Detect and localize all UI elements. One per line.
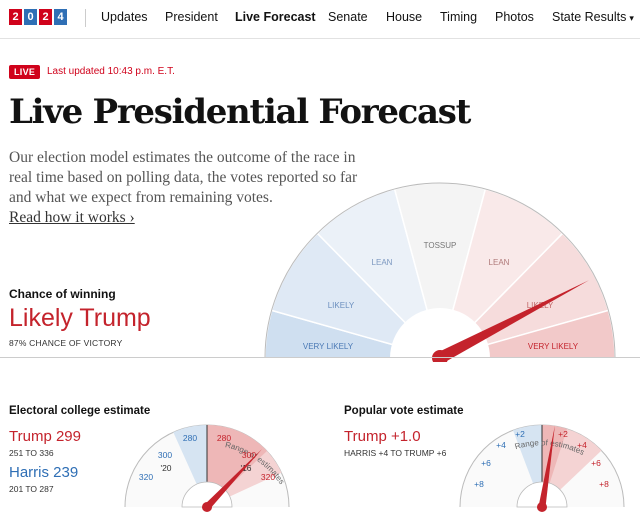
- electoral-tick-280-harris: 280: [183, 433, 197, 443]
- electoral-title: Electoral college estimate: [9, 405, 151, 417]
- electoral-tick-300-harris: 300: [158, 450, 172, 460]
- popular-trump: Trump +1.0: [344, 428, 421, 445]
- electoral-tick-280-trump: 280: [217, 433, 231, 443]
- electoral-trump-range: 251 TO 336: [9, 448, 54, 458]
- electoral-harris: Harris 239: [9, 464, 79, 481]
- nav-photos[interactable]: Photos: [495, 10, 534, 24]
- gauge-outline: [264, 182, 616, 359]
- last-updated: Last updated 10:43 p.m. E.T.: [47, 66, 175, 77]
- election-2024-logo[interactable]: 2 0 2 4: [9, 9, 67, 25]
- nav-divider: [85, 9, 86, 27]
- nav-senate[interactable]: Senate: [328, 10, 368, 24]
- chance-value: Likely Trump: [9, 304, 151, 332]
- popular-tick-trump-4: +4: [577, 440, 587, 450]
- nav-updates[interactable]: Updates: [101, 10, 148, 24]
- popular-tick-harris-2: +2: [515, 429, 525, 439]
- gauge-label-harris-likely: LIKELY: [328, 301, 355, 310]
- chance-gauge: VERY LIKELY LIKELY LEAN TOSSUP LEAN LIKE…: [264, 182, 616, 362]
- electoral-tick-300-trump: 300: [242, 450, 256, 460]
- gauge-label-harris-lean: LEAN: [372, 258, 393, 267]
- popular-gauge: Range of estimates +8 +6 +4 +2 +2 +4 +6 …: [459, 424, 625, 512]
- electoral-mark-2016: '16: [240, 463, 251, 473]
- electoral-tick-320-trump: 320: [261, 472, 275, 482]
- popular-tick-trump-8: +8: [599, 479, 609, 489]
- nav-president[interactable]: President: [165, 10, 218, 24]
- electoral-gauge: Range of estimates 320 300 280 280 300 3…: [124, 424, 290, 512]
- popular-tick-harris-8: +8: [474, 479, 484, 489]
- gauge-needle-hub: [432, 350, 448, 362]
- gauge-needle: [437, 280, 589, 362]
- nav-state-results[interactable]: State Results ▾: [552, 10, 634, 24]
- popular-range: HARRIS +4 TO TRUMP +6: [344, 448, 447, 458]
- gauge-label-trump-very-likely: VERY LIKELY: [528, 342, 579, 351]
- nav-house[interactable]: House: [386, 10, 423, 24]
- gauge-label-trump-lean: LEAN: [489, 258, 510, 267]
- electoral-needle-hub: [202, 502, 212, 512]
- live-badge: LIVE: [9, 65, 41, 79]
- intro-text: Our election model estimates the outcome…: [9, 149, 358, 206]
- gauge-label-tossup: TOSSUP: [424, 241, 457, 250]
- popular-title: Popular vote estimate: [344, 405, 464, 417]
- top-nav: 2 0 2 4 Updates President Live Forecast …: [0, 0, 640, 39]
- chance-label: Chance of winning: [9, 287, 116, 301]
- logo-digit: 2: [39, 9, 52, 25]
- popular-tick-trump-2: +2: [558, 429, 568, 439]
- read-how-it-works-link[interactable]: Read how it works ›: [9, 209, 135, 226]
- popular-tick-harris-6: +6: [481, 458, 491, 468]
- chevron-down-icon: ▾: [629, 13, 634, 23]
- logo-digit: 2: [9, 9, 22, 25]
- nav-timing[interactable]: Timing: [440, 10, 478, 24]
- gauge-label-harris-very-likely: VERY LIKELY: [303, 342, 354, 351]
- electoral-trump: Trump 299: [9, 428, 81, 445]
- electoral-gauge-hub: [181, 481, 233, 508]
- electoral-needle: [204, 448, 263, 510]
- electoral-mark-2020: '20: [160, 463, 171, 473]
- chance-sub: 87% CHANCE OF VICTORY: [9, 338, 123, 348]
- popular-needle: [538, 426, 555, 508]
- section-divider: [0, 357, 640, 358]
- nav-state-results-label: State Results: [552, 10, 627, 24]
- popular-tick-harris-4: +4: [496, 440, 506, 450]
- nav-live-forecast[interactable]: Live Forecast: [235, 10, 316, 24]
- electoral-harris-range: 201 TO 287: [9, 484, 54, 494]
- page-title: Live Presidential Forecast: [9, 92, 471, 132]
- logo-digit: 4: [54, 9, 67, 25]
- electoral-tick-320-harris: 320: [139, 472, 153, 482]
- popular-tick-trump-6: +6: [591, 458, 601, 468]
- popular-needle-hub: [537, 502, 547, 512]
- logo-digit: 0: [24, 9, 37, 25]
